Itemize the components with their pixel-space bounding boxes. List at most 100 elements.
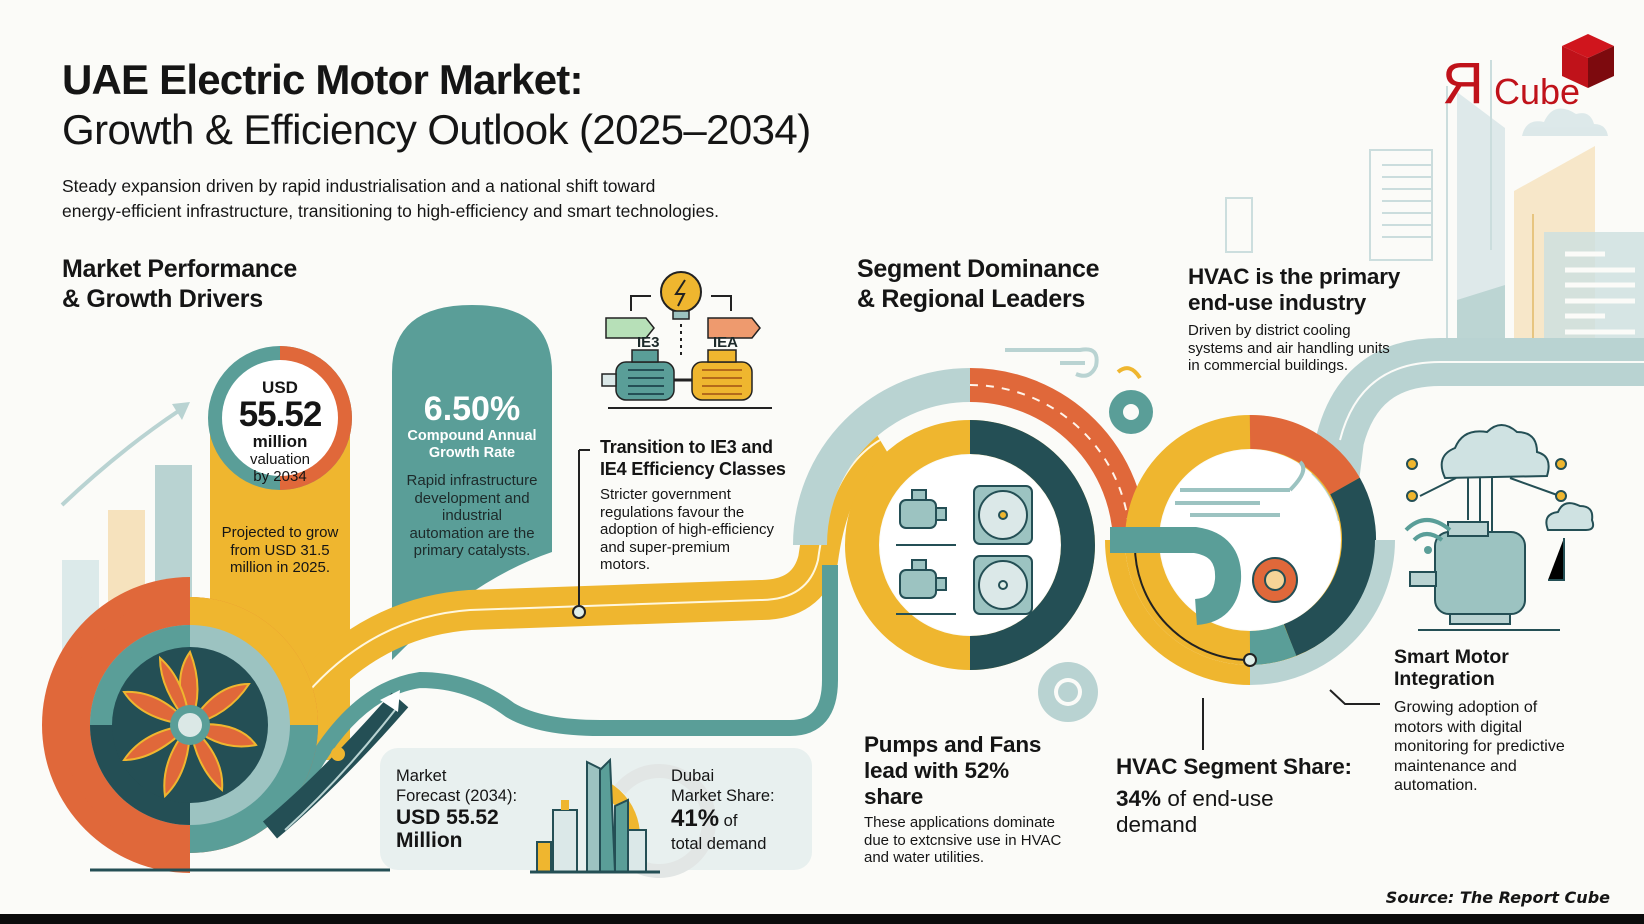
heading-line: HVAC is the primary bbox=[1188, 264, 1401, 289]
pump-motor-icon bbox=[896, 489, 956, 615]
pumps-fans-heading: Pumps and Fans lead with 52% share bbox=[864, 732, 1041, 810]
market-forecast: Market Forecast (2034): USD 55.52 Millio… bbox=[396, 766, 517, 852]
smart-motor-text: Growing adoption of motors with digital … bbox=[1394, 698, 1614, 796]
hvac-share-heading: HVAC Segment Share: bbox=[1116, 754, 1352, 779]
text-line: These applications dominate bbox=[864, 814, 1055, 831]
pumps-fans-text: These applications dominate due to extcn… bbox=[864, 814, 1084, 867]
page-subtitle: Growth & Efficiency Outlook (2025–2034) bbox=[62, 106, 811, 153]
note-line: from USD 31.5 bbox=[230, 541, 330, 559]
text-line: automation. bbox=[1394, 777, 1478, 794]
efficiency-heading: Transition to IE3 and IE4 Efficiency Cla… bbox=[600, 436, 786, 480]
dubai-market-share: Dubai Market Share: 41% of total demand bbox=[671, 766, 775, 854]
pumps-fans-donut bbox=[793, 368, 1147, 670]
intro-line-2: energy-efficient infrastructure, transit… bbox=[62, 201, 719, 221]
growth-arrow-icon bbox=[60, 408, 182, 507]
note-line: primary catalysts. bbox=[413, 542, 531, 559]
intro-line-1: Steady expansion driven by rapid industr… bbox=[62, 176, 656, 196]
text-line: and super-premium bbox=[600, 538, 731, 556]
cagr-stat: 6.50% Compound Annual Growth Rate bbox=[392, 390, 552, 462]
cagr-value: 6.50% bbox=[423, 390, 521, 428]
gear-icon bbox=[1038, 390, 1153, 722]
heading-line: Segment Dominance bbox=[857, 255, 1100, 283]
turbine-fan-icon bbox=[42, 577, 318, 873]
heading-line: & Regional Leaders bbox=[857, 285, 1085, 313]
valuation-stat: USD 55.52 million valuation by 2034 bbox=[222, 378, 338, 485]
ie4-badge: IEA bbox=[713, 334, 739, 351]
valuation-label: by 2034 bbox=[253, 468, 307, 485]
text-line: adoption of high-efficiency bbox=[600, 521, 775, 538]
text-line: Growing adoption of bbox=[1394, 699, 1538, 716]
market-performance-heading: Market Performance & Growth Drivers bbox=[62, 254, 297, 314]
valuation-note: Projected to grow from USD 31.5 million … bbox=[212, 524, 348, 577]
heading-line: Market Performance bbox=[62, 255, 297, 283]
valuation-currency: USD bbox=[262, 378, 298, 397]
heading-line: Integration bbox=[1394, 668, 1495, 690]
hvac-donut bbox=[1105, 414, 1395, 685]
cagr-note: Rapid infrastructure development and ind… bbox=[396, 472, 548, 560]
note-line: Projected to grow bbox=[221, 524, 339, 541]
fan-icon bbox=[973, 485, 1033, 615]
hvac-share-percent: 34% bbox=[1116, 786, 1162, 811]
text-line: Driven by district cooling bbox=[1188, 322, 1351, 339]
logo-mark: R bbox=[1442, 51, 1484, 116]
hvac-share-text: of end-use bbox=[1167, 786, 1274, 811]
heading-line: & Growth Drivers bbox=[62, 285, 263, 313]
heading-line: end-use industry bbox=[1188, 290, 1367, 315]
dubai-label: Market Share: bbox=[671, 787, 775, 805]
heading-line: Transition to IE3 and bbox=[600, 437, 773, 457]
forecast-value: Million bbox=[396, 829, 463, 852]
smart-motor-heading: Smart Motor Integration bbox=[1394, 646, 1509, 690]
hvac-primary-heading: HVAC is the primary end-use industry bbox=[1188, 264, 1400, 316]
ie3-badge: IE3 bbox=[637, 334, 660, 351]
efficiency-text: Stricter government regulations favour t… bbox=[600, 486, 800, 574]
ie3-ie4-motors-icon bbox=[601, 271, 772, 409]
note-line: million in 2025. bbox=[229, 559, 331, 576]
text-line: monitoring for predictive bbox=[1394, 738, 1565, 755]
text-line: Stricter government bbox=[600, 486, 731, 503]
text-line: maintenance and bbox=[1394, 757, 1517, 775]
text-line: due to extcnsive use in HVAC bbox=[864, 831, 1062, 849]
logo-text: Cube bbox=[1494, 71, 1581, 112]
forecast-label: Market bbox=[396, 767, 447, 785]
text-line: motors with digital bbox=[1394, 718, 1523, 736]
red-cube-icon bbox=[1562, 34, 1614, 88]
note-line: Rapid infrastructure bbox=[406, 472, 538, 489]
city-skyline-icon bbox=[1225, 60, 1644, 360]
dubai-skyline-icon bbox=[530, 757, 717, 878]
gear-orange-icon bbox=[1252, 557, 1298, 603]
note-line: industrial bbox=[441, 507, 503, 524]
smart-motor-icon bbox=[1406, 424, 1595, 631]
dubai-value: 41% bbox=[671, 805, 720, 832]
source-credit: Source: The Report Cube bbox=[1385, 888, 1610, 907]
bottom-border bbox=[0, 914, 1644, 924]
valuation-value: 55.52 bbox=[238, 395, 323, 434]
valuation-label: valuation bbox=[249, 451, 311, 468]
intro-text: Steady expansion driven by rapid industr… bbox=[62, 174, 862, 224]
dubai-label: total demand bbox=[671, 835, 767, 853]
heading-line: lead with 52% bbox=[864, 758, 1009, 783]
dubai-suffix: of bbox=[723, 812, 738, 830]
hvac-primary-text: Driven by district cooling systems and a… bbox=[1188, 322, 1428, 375]
note-line: automation are the bbox=[409, 524, 535, 542]
text-line: and water utilities. bbox=[864, 849, 985, 866]
text-line: in commercial buildings. bbox=[1188, 357, 1349, 374]
hvac-share-text: demand bbox=[1116, 812, 1198, 837]
heading-line: Pumps and Fans bbox=[864, 732, 1042, 757]
cagr-label: Compound Annual bbox=[407, 428, 537, 444]
cagr-label: Growth Rate bbox=[428, 445, 516, 461]
report-cube-logo: R Cube bbox=[1442, 28, 1622, 118]
dubai-label: Dubai bbox=[671, 767, 715, 785]
hvac-share-value: 34% of end-use demand bbox=[1116, 786, 1274, 838]
forecast-label: Forecast (2034): bbox=[396, 787, 518, 805]
valuation-unit: million bbox=[252, 432, 308, 451]
heading-line: IE4 Efficiency Classes bbox=[600, 459, 786, 479]
forecast-value: USD 55.52 bbox=[396, 806, 499, 829]
text-line: regulations favour the bbox=[600, 503, 745, 521]
text-line: motors. bbox=[600, 556, 651, 573]
note-line: development and bbox=[414, 489, 530, 507]
lightbulb-icon bbox=[660, 271, 702, 313]
page-title: UAE Electric Motor Market: bbox=[62, 56, 583, 103]
heading-line: share bbox=[864, 784, 924, 809]
